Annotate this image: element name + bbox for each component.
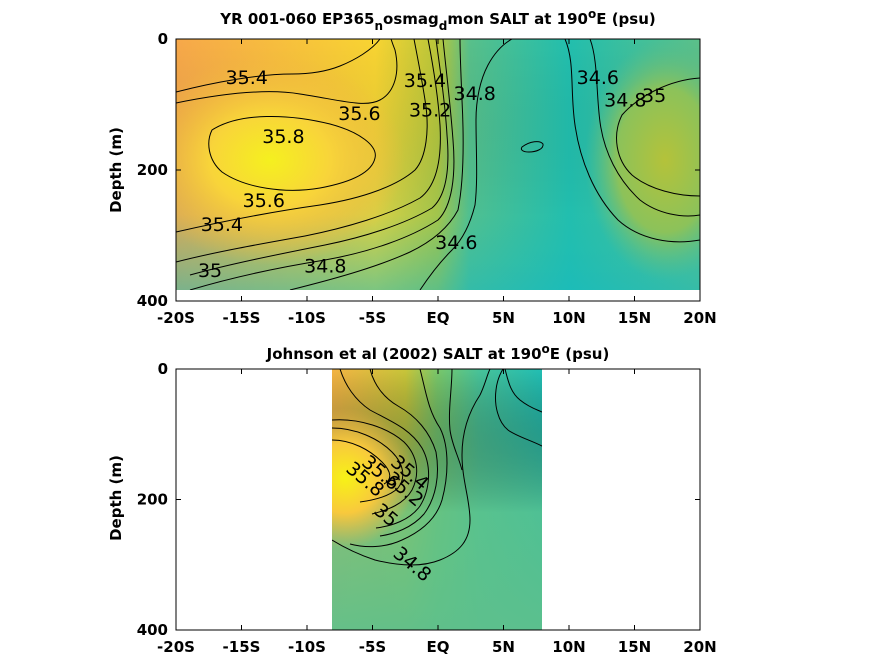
- bottom-contour-35: [349, 369, 448, 548]
- bottom-x-tick-label: 10N: [552, 638, 585, 656]
- bottom-contour-35-6: [332, 419, 418, 515]
- bottom-x-tick-label: -20S: [157, 638, 195, 656]
- top-contour-35-8: [208, 116, 376, 191]
- bottom-y-tick-label: 200: [137, 491, 168, 509]
- top-contour-label: 35.4: [226, 67, 268, 89]
- top-x-tick-label: EQ: [427, 309, 450, 327]
- top-x-tick-label: -5S: [359, 309, 386, 327]
- bottom-panel: Johnson et al (2002) SALT at 190oE (psu)…: [107, 342, 717, 656]
- top-contour-label: 34.8: [604, 90, 646, 112]
- top-contour-label: 35.6: [243, 190, 285, 212]
- top-x-tick-label: -10S: [288, 309, 326, 327]
- top-contour-35: [189, 39, 455, 290]
- bottom-contour-34-6-b: [495, 369, 542, 447]
- bottom-contour-34-8: [332, 369, 491, 566]
- top-x-tick-label: 15N: [618, 309, 651, 327]
- top-contour-small-loop: [520, 141, 544, 153]
- top-contour-label: 34.6: [577, 67, 619, 89]
- bottom-x-tick-label: 15N: [618, 638, 651, 656]
- top-x-tick-label: 20N: [683, 309, 716, 327]
- bottom-contour-36: [332, 439, 391, 485]
- top-contour-34-8-right: [589, 39, 700, 217]
- top-y-tick-label: 200: [137, 161, 168, 179]
- bottom-x-tick-label: -15S: [223, 638, 261, 656]
- top-contour-35-6-upper: [176, 39, 398, 104]
- top-y-tick-label: 400: [137, 292, 168, 310]
- top-contour-label: 35.4: [404, 70, 446, 92]
- top-x-tick-label: -20S: [157, 309, 195, 327]
- top-contour-label: 34.8: [454, 83, 496, 105]
- top-contour-label: 35.4: [201, 214, 243, 236]
- top-contour-35-4-upper: [176, 39, 381, 93]
- top-contour-label: 35: [642, 85, 666, 107]
- bottom-contour-35-4: [339, 369, 429, 529]
- bottom-x-tick-label: 20N: [683, 638, 716, 656]
- bottom-y-tick-label: 400: [137, 621, 168, 639]
- bottom-x-tick-label: -10S: [288, 638, 326, 656]
- bottom-contour-35-2: [369, 369, 438, 537]
- top-contour-label: 35.2: [409, 100, 451, 122]
- bottom-x-tick-label: -5S: [359, 638, 386, 656]
- top-contour-label: 34.6: [435, 232, 477, 254]
- bottom-contour-34-8-b: [448, 369, 463, 471]
- top-panel: YR 001-060 EP365nosmagdmon SALT at 190oE…: [107, 7, 717, 327]
- bottom-y-tick-label: 0: [158, 360, 168, 378]
- bottom-x-tick-label: EQ: [427, 638, 450, 656]
- top-contour-35-2: [189, 39, 449, 276]
- top-contour-34-6-main: [419, 39, 513, 290]
- top-y-tick-label: 0: [158, 30, 168, 48]
- top-contour-label: 35.8: [262, 126, 304, 148]
- top-contour-label: 35: [198, 260, 222, 282]
- bottom-contour-34-6: [504, 369, 542, 413]
- top-panel-title: YR 001-060 EP365nosmagdmon SALT at 190oE…: [219, 7, 656, 33]
- top-contour-34-6-right: [564, 39, 700, 243]
- top-x-tick-label: 5N: [492, 309, 515, 327]
- bottom-panel-title: Johnson et al (2002) SALT at 190oE (psu): [266, 342, 610, 363]
- top-y-axis-label: Depth (m): [107, 127, 125, 213]
- bottom-contour-35-8: [332, 427, 404, 503]
- top-contour-label: 35.6: [338, 103, 380, 125]
- top-contour-34-8-left: [289, 39, 464, 290]
- top-contour-35-right: [616, 77, 700, 197]
- top-x-tick-label: -15S: [223, 309, 261, 327]
- top-contour-35-6-lower: [176, 39, 428, 233]
- top-contour-35-4-lower: [176, 39, 441, 263]
- top-x-tick-label: 10N: [552, 309, 585, 327]
- top-salinity-heatmap: 35.435.635.835.635.435 34.834.634.834.634…: [176, 39, 700, 290]
- bottom-y-axis-label: Depth (m): [107, 455, 125, 541]
- top-contour-label: 34.8: [304, 255, 346, 277]
- bottom-x-tick-label: 5N: [492, 638, 515, 656]
